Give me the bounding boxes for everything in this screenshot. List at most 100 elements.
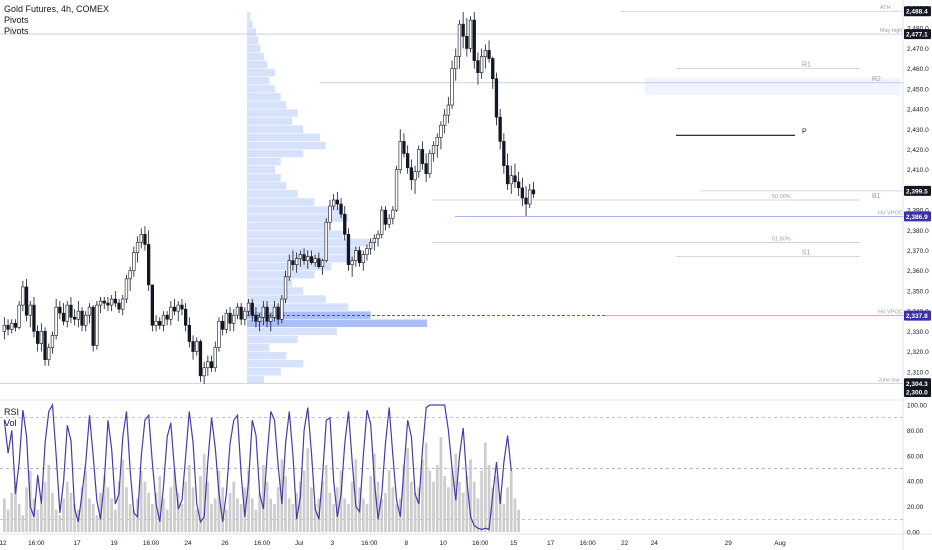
candle-body[interactable] <box>331 199 336 207</box>
candle-body[interactable] <box>43 331 47 360</box>
time-tick-label[interactable]: 19 <box>110 540 118 547</box>
candle-body[interactable] <box>106 302 110 306</box>
time-tick-label[interactable]: 8 <box>404 540 408 547</box>
candle-body[interactable] <box>383 209 388 225</box>
candle-body[interactable] <box>257 316 262 322</box>
candle-body[interactable] <box>154 320 158 326</box>
candle-body[interactable] <box>24 286 29 316</box>
candle-body[interactable] <box>187 325 192 342</box>
candle-body[interactable] <box>491 58 495 80</box>
candle-body[interactable] <box>376 234 380 239</box>
candle-body[interactable] <box>250 302 254 316</box>
candle-body[interactable] <box>339 203 343 215</box>
candle-body[interactable] <box>176 304 180 312</box>
candle-body[interactable] <box>283 276 288 300</box>
candle-body[interactable] <box>198 341 203 377</box>
rsi-pane[interactable] <box>0 403 903 532</box>
candle-body[interactable] <box>528 189 532 205</box>
candle-body[interactable] <box>139 234 143 243</box>
candle-body[interactable] <box>465 35 469 49</box>
symbol-title[interactable]: Gold Futures, 4h, COMEX <box>4 4 110 14</box>
candle-body[interactable] <box>65 304 69 322</box>
candle-body[interactable] <box>58 306 62 314</box>
candle-body[interactable] <box>505 165 510 185</box>
candle-body[interactable] <box>121 298 125 310</box>
candle-body[interactable] <box>405 153 410 168</box>
candle-body[interactable] <box>509 175 513 185</box>
candle-body[interactable] <box>84 314 88 326</box>
candle-body[interactable] <box>180 304 184 310</box>
candle-body[interactable] <box>357 250 362 263</box>
candle-body[interactable] <box>224 312 229 330</box>
time-tick-label[interactable]: 24 <box>184 540 192 547</box>
candle-body[interactable] <box>6 325 10 330</box>
rsi-label[interactable]: RSI <box>4 407 20 417</box>
candle-body[interactable] <box>147 244 151 286</box>
candle-body[interactable] <box>502 141 506 166</box>
time-tick-label[interactable]: 26 <box>221 540 229 547</box>
candle-body[interactable] <box>150 284 155 326</box>
candle-body[interactable] <box>254 314 258 322</box>
candle-body[interactable] <box>417 149 421 173</box>
candle-body[interactable] <box>335 199 340 205</box>
candle-body[interactable] <box>435 137 439 146</box>
candle-body[interactable] <box>165 314 169 320</box>
candle-body[interactable] <box>110 298 114 306</box>
candle-body[interactable] <box>80 310 84 326</box>
time-tick-label[interactable]: 16:00 <box>579 540 596 547</box>
candle-body[interactable] <box>91 306 95 346</box>
candle-body[interactable] <box>128 270 132 280</box>
candle-body[interactable] <box>294 258 299 265</box>
time-tick-label[interactable]: 3 <box>330 540 334 547</box>
candle-body[interactable] <box>472 19 476 61</box>
time-tick-label[interactable]: 16:00 <box>143 540 160 547</box>
candle-body[interactable] <box>513 175 517 183</box>
candle-body[interactable] <box>516 181 521 189</box>
candle-body[interactable] <box>483 50 488 57</box>
vol-label[interactable]: Vol <box>4 418 17 428</box>
candle-body[interactable] <box>524 197 528 205</box>
candle-body[interactable] <box>346 234 351 265</box>
time-tick-label[interactable]: 16:00 <box>472 540 489 547</box>
candle-body[interactable] <box>413 171 417 181</box>
candle-body[interactable] <box>246 302 251 312</box>
candle-body[interactable] <box>409 167 414 181</box>
candle-body[interactable] <box>457 23 462 57</box>
candle-body[interactable] <box>398 141 402 170</box>
candle-body[interactable] <box>324 221 328 261</box>
candle-body[interactable] <box>476 60 480 73</box>
candle-body[interactable] <box>195 341 199 352</box>
candles[interactable] <box>2 12 536 384</box>
candle-body[interactable] <box>442 114 447 126</box>
candle-body[interactable] <box>343 213 347 235</box>
candle-body[interactable] <box>439 124 443 138</box>
candle-body[interactable] <box>280 298 284 320</box>
candle-body[interactable] <box>520 187 525 199</box>
time-tick-label[interactable]: 17 <box>73 540 81 547</box>
candle-body[interactable] <box>431 145 436 154</box>
candle-body[interactable] <box>69 304 73 318</box>
time-tick-label[interactable]: 15 <box>510 540 518 547</box>
candle-body[interactable] <box>13 322 18 328</box>
candle-body[interactable] <box>213 347 217 369</box>
candle-body[interactable] <box>228 312 232 324</box>
candle-body[interactable] <box>124 278 129 300</box>
time-tick-label[interactable]: 22 <box>621 540 629 547</box>
time-tick-label[interactable]: 17 <box>547 540 555 547</box>
candle-body[interactable] <box>276 306 280 320</box>
candle-body[interactable] <box>261 306 266 318</box>
time-tick-label[interactable]: Aug <box>774 540 786 547</box>
candle-body[interactable] <box>306 256 310 261</box>
candle-body[interactable] <box>243 310 247 320</box>
time-tick-label[interactable]: 16:00 <box>28 540 45 547</box>
candle-body[interactable] <box>317 258 321 267</box>
candle-body[interactable] <box>498 116 502 142</box>
rsi-line[interactable] <box>3 403 512 531</box>
candle-body[interactable] <box>269 316 273 322</box>
candle-body[interactable] <box>320 260 325 267</box>
candle-body[interactable] <box>235 306 240 316</box>
candle-body[interactable] <box>531 189 536 195</box>
candle-body[interactable] <box>350 260 354 265</box>
candle-body[interactable] <box>450 68 454 106</box>
candle-body[interactable] <box>239 306 243 320</box>
